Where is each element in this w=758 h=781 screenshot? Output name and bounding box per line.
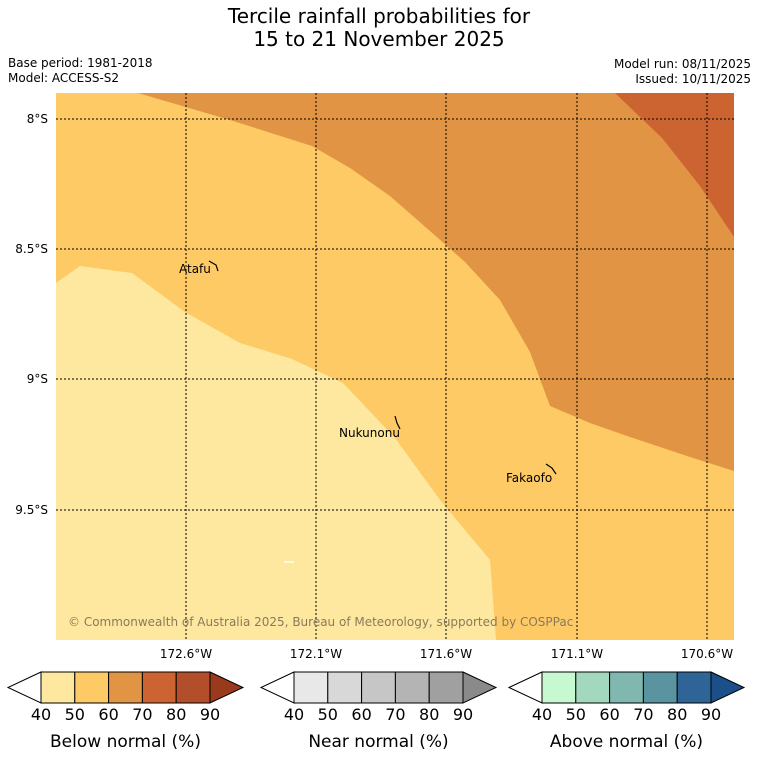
colorbar-above-normal: 40 50 60 70 80 90 Above normal (%)	[507, 671, 746, 752]
longitude-labels: 172.6°W 172.1°W 171.6°W 171.1°W 170.6°W	[160, 647, 733, 661]
copyright-text: © Commonwealth of Australia 2025, Bureau…	[68, 615, 573, 629]
latitude-labels: 8°S 8.5°S 9°S 9.5°S	[15, 112, 48, 517]
run-info: Model run: 08/11/2025 Issued: 10/11/2025	[614, 57, 751, 87]
place-nukunonu[interactable]: Nukunonu	[339, 426, 400, 440]
colorbar-above-low-extension	[507, 671, 543, 704]
colorbar-above-segment	[609, 671, 644, 704]
map-title: Tercile rainfall probabilities for 15 to…	[0, 5, 758, 51]
base-period-text: Base period: 1981-2018	[8, 56, 153, 70]
colorbar-above-tick-label: 90	[701, 705, 721, 724]
atafu-atoll-shape	[208, 260, 219, 272]
colorbar-above-segment	[541, 671, 577, 704]
colorbar-below-label: Below normal (%)	[50, 732, 201, 752]
atoll-outlines	[208, 260, 557, 475]
colorbar-near-tick-label: 70	[385, 705, 405, 724]
colorbar-below-normal: 40 50 60 70 80 90 Below normal (%)	[6, 671, 245, 752]
lat-label-9-5s: 9.5°S	[15, 503, 48, 517]
colorbar-near-tick-label: 90	[453, 705, 473, 724]
map-area[interactable]	[56, 93, 734, 640]
colorbar-near-segment	[327, 671, 363, 704]
colorbar-below-segment	[40, 671, 76, 704]
lat-label-9s: 9°S	[27, 372, 48, 386]
colorbar-below-tick-label: 40	[31, 705, 51, 724]
zone-70-80	[615, 93, 734, 237]
colorbar-above-tick-label: 60	[599, 705, 619, 724]
colorbar-below-tick-label: 50	[65, 705, 85, 724]
colorbar-below-segment	[108, 671, 143, 704]
colorbar-near-segment	[361, 671, 396, 704]
colorbar-above-label: Above normal (%)	[550, 732, 703, 752]
graticule	[56, 93, 734, 640]
colorbar-above-segment	[642, 671, 678, 704]
lon-label-171-1w: 171.1°W	[551, 647, 603, 661]
colorbar-above-tick-label: 70	[633, 705, 653, 724]
colorbar-near-label: Near normal (%)	[308, 732, 448, 752]
colorbar-below-segment	[141, 671, 177, 704]
colorbar-above-tick-label: 80	[667, 705, 687, 724]
title-line-1: Tercile rainfall probabilities for	[227, 4, 531, 28]
colorbar-near-segment	[394, 671, 430, 704]
colorbar-below-high-extension	[209, 671, 245, 704]
fakaofo-atoll-shape	[545, 463, 557, 475]
colorbar-above-tick-label: 40	[532, 705, 552, 724]
colorbar-below-segment	[175, 671, 211, 704]
colorbar-near-tick-label: 60	[351, 705, 371, 724]
zone-60-70	[138, 93, 734, 471]
colorbar-below-segment	[74, 671, 110, 704]
colorbar-near-normal: 40 50 60 70 80 90 Near normal (%)	[259, 671, 498, 752]
place-fakaofo[interactable]: Fakaofo	[506, 471, 552, 485]
place-labels: Atafu Nukunonu Fakaofo	[179, 262, 552, 485]
colorbar-above-segment	[575, 671, 611, 704]
colorbar-above-tick-label: 50	[566, 705, 586, 724]
colorbar-above-high-extension	[710, 671, 746, 704]
lat-label-8s: 8°S	[27, 112, 48, 126]
colorbar-below-tick-label: 70	[132, 705, 152, 724]
colorbar-near-tick-label: 50	[318, 705, 338, 724]
colorbar-near-low-extension	[259, 671, 295, 704]
lat-label-8-5s: 8.5°S	[15, 242, 48, 256]
colorbar-near-tick-label: 80	[419, 705, 439, 724]
colorbar-near-segment	[428, 671, 464, 704]
colorbar-below-tick-label: 80	[166, 705, 186, 724]
issued-text: Issued: 10/11/2025	[635, 72, 751, 86]
lon-label-172-1w: 172.1°W	[290, 647, 342, 661]
model-text: Model: ACCESS-S2	[8, 71, 120, 85]
model-info: Base period: 1981-2018 Model: ACCESS-S2	[8, 56, 153, 86]
colorbar-near-high-extension	[462, 671, 498, 704]
colorbar-below-tick-label: 90	[200, 705, 220, 724]
lon-label-171-6w: 171.6°W	[420, 647, 472, 661]
lon-label-172-6w: 172.6°W	[160, 647, 212, 661]
colorbar-below-low-extension	[6, 671, 42, 704]
colorbar-near-tick-label: 40	[284, 705, 304, 724]
colorbar-near-segment	[293, 671, 329, 704]
colorbar-above-segment	[676, 671, 712, 704]
nukunonu-atoll-shape	[394, 415, 401, 430]
place-atafu[interactable]: Atafu	[179, 262, 211, 276]
colorbar-below-tick-label: 60	[98, 705, 118, 724]
lon-label-170-6w: 170.6°W	[681, 647, 733, 661]
model-run-text: Model run: 08/11/2025	[613, 57, 751, 71]
title-line-2: 15 to 21 November 2025	[253, 27, 505, 51]
zone-40-50	[56, 266, 496, 640]
